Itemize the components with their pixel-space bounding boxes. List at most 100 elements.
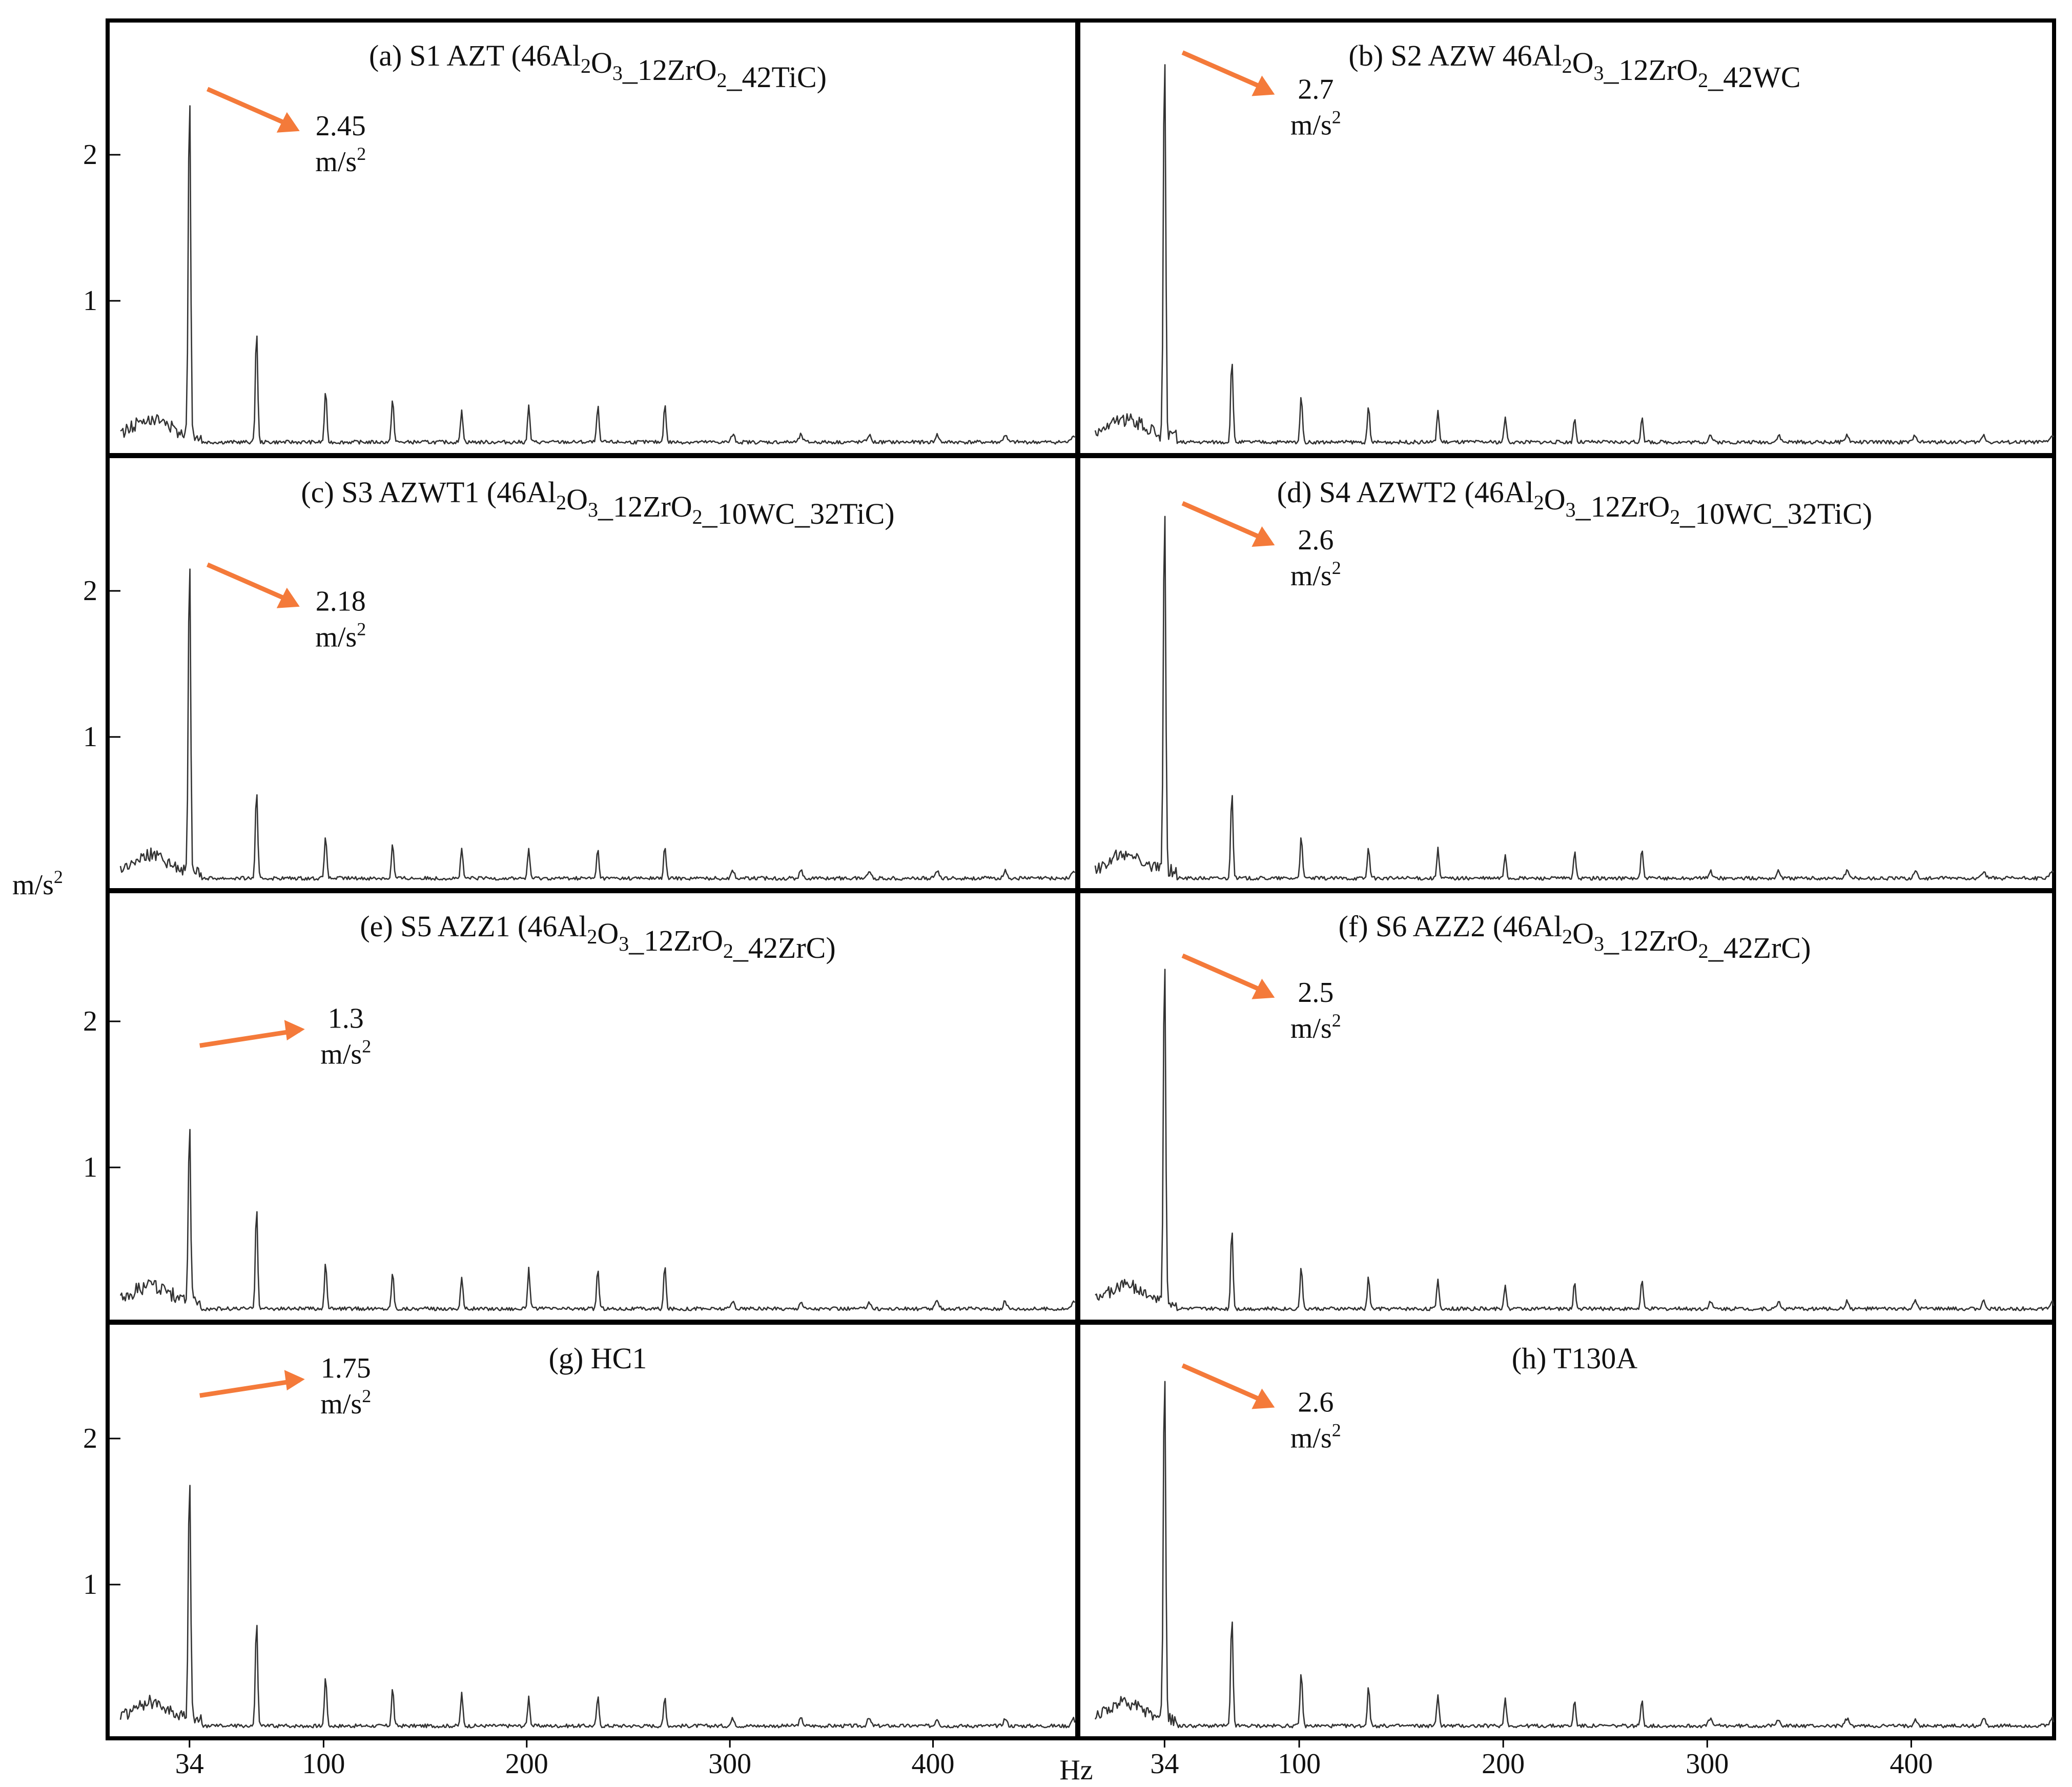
panel-e: (e) S5 AZZ1 (46Al2O3_12ZrO2_42ZrC)12 1.3m… [83, 910, 1076, 1311]
annotation-arrow [1181, 50, 1266, 91]
peak-unit: m/s2 [315, 619, 366, 653]
title-text: (f) S6 AZZ2 (46Al [1339, 910, 1563, 943]
spectrum-line [1094, 1381, 2055, 1729]
x-tick-label: 400 [1890, 1748, 1933, 1780]
title-text: _12ZrO [622, 53, 717, 87]
spectrum-line [1095, 969, 2055, 1311]
peak-value: 2.7 [1298, 74, 1334, 106]
title-subscript: 2 [716, 69, 727, 92]
peak-unit-sup: 2 [1332, 107, 1341, 128]
title-subscript: 3 [1566, 498, 1576, 521]
title-text: (h) T130A [1512, 1342, 1638, 1375]
peak-point [1164, 503, 1165, 504]
peak-unit-sup: 2 [357, 619, 366, 640]
peak-value: 1.3 [328, 1002, 364, 1034]
panel-f: (f) S6 AZZ2 (46Al2O3_12ZrO2_42ZrC)2.5m/s… [1095, 910, 2055, 1311]
peak-point [189, 564, 190, 565]
panel-title: (g) HC1 [549, 1342, 647, 1375]
spectrum-line [119, 568, 1076, 881]
title-subscript: 2 [587, 925, 597, 948]
title-text: _42ZrC) [733, 931, 836, 964]
y-axis-unit: m/s2 [12, 867, 63, 901]
peak-unit: m/s2 [1290, 107, 1341, 141]
title-subscript: 3 [619, 932, 629, 955]
title-text: O [1544, 483, 1566, 516]
panel-c: (c) S3 AZWT1 (46Al2O3_12ZrO2_10WC_32TiC)… [83, 476, 1076, 881]
spectrum-line [1094, 64, 2055, 445]
title-subscript: 2 [1670, 505, 1680, 528]
panel-title: (a) S1 AZT (46Al2O3_12ZrO2_42TiC) [369, 39, 827, 94]
peak-value: 2.6 [1298, 1387, 1334, 1419]
y-tick-label: 1 [83, 721, 97, 753]
panel-frames [106, 18, 2056, 1740]
title-text: O [1572, 917, 1594, 950]
title-text: _10WC_32TiC) [1679, 497, 1872, 530]
peak-unit-text: m/s [1290, 560, 1332, 592]
title-text: _12ZrO [598, 490, 692, 523]
title-subscript: 2 [1562, 54, 1572, 77]
title-text: (b) S2 AZW 46Al [1348, 39, 1562, 72]
spectrum-line [1094, 516, 2055, 881]
annotation-arrowhead [284, 1020, 305, 1041]
peak-point [1164, 955, 1165, 956]
title-subscript: 3 [612, 61, 623, 85]
y-tick-label: 2 [83, 1423, 97, 1454]
peak-unit-text: m/s [315, 146, 357, 178]
peak-unit-sup: 2 [362, 1386, 371, 1406]
y-tick-label: 1 [83, 1152, 97, 1183]
spectrum-line [120, 105, 1076, 445]
annotation-arrowhead [1252, 978, 1275, 999]
x-tick-label: 200 [1482, 1748, 1525, 1780]
annotation-arrowhead [1252, 75, 1275, 96]
title-subscript: 2 [1698, 69, 1708, 92]
title-text: _12ZrO [1604, 53, 1698, 87]
title-text: _42TiC) [726, 60, 827, 94]
title-text: _12ZrO [1575, 490, 1670, 523]
peak-unit-sup: 2 [1332, 558, 1341, 578]
title-text: (a) S1 AZT (46Al [369, 39, 581, 72]
peak-point [256, 1209, 257, 1210]
peak-unit-sup: 2 [1332, 1420, 1341, 1441]
spectrum-line [119, 1485, 1076, 1729]
annotation-arrowhead [276, 587, 300, 608]
title-text: (c) S3 AZWT1 (46Al [301, 476, 556, 509]
panel-plots: (a) S1 AZT (46Al2O3_12ZrO2_42TiC)122.45m… [83, 39, 2055, 1780]
peak-unit-sup: 2 [357, 143, 366, 164]
title-text: (d) S4 AZWT2 (46Al [1277, 476, 1534, 509]
annotation-arrowhead [284, 1370, 305, 1391]
title-text: O [1572, 46, 1594, 79]
y-tick-label: 2 [83, 575, 97, 607]
peak-unit-text: m/s [1290, 1013, 1332, 1044]
annotation-arrowhead [1252, 526, 1275, 547]
title-subscript: 2 [581, 54, 591, 77]
peak-unit: m/s2 [320, 1386, 371, 1420]
y-tick-label: 1 [83, 1569, 97, 1600]
title-subscript: 2 [1698, 939, 1709, 962]
title-subscript: 2 [556, 491, 566, 514]
title-text: _10WC_32TiC) [702, 497, 895, 530]
x-tick-label: 300 [1686, 1748, 1729, 1780]
peak-value: 2.5 [1298, 977, 1334, 1009]
peak-point [1164, 1365, 1165, 1366]
peak-unit: m/s2 [1290, 558, 1341, 592]
title-text: O [597, 917, 619, 950]
peak-unit: m/s2 [315, 143, 366, 178]
title-subscript: 2 [723, 939, 733, 962]
annotation-arrow [1181, 501, 1266, 542]
peak-value: 2.6 [1298, 524, 1334, 556]
peak-unit-text: m/s [1290, 110, 1332, 141]
panel-title: (e) S5 AZZ1 (46Al2O3_12ZrO2_42ZrC) [360, 910, 835, 964]
peak-value: 2.18 [316, 586, 366, 618]
annotation-arrow [199, 1028, 300, 1048]
annotation-arrow [1181, 953, 1266, 994]
title-text: _42WC [1708, 60, 1800, 94]
y-tick-label: 2 [83, 1005, 97, 1037]
annotation-arrow [206, 562, 291, 603]
panel-title: (c) S3 AZWT1 (46Al2O3_12ZrO2_10WC_32TiC) [301, 476, 894, 530]
peak-unit-text: m/s [315, 622, 357, 653]
title-text: O [566, 483, 588, 516]
figure-frame [106, 18, 2056, 1740]
